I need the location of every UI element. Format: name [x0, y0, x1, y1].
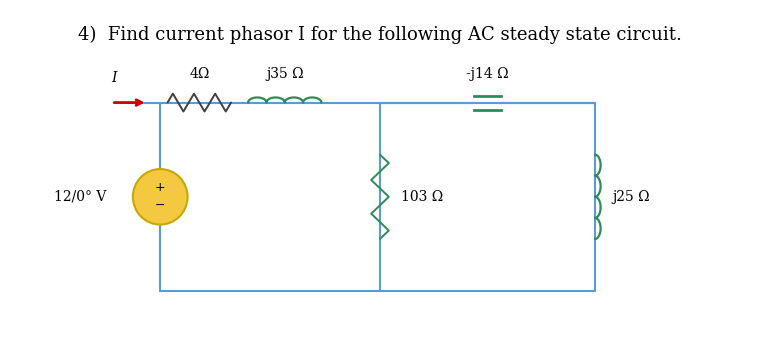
Text: -j14 Ω: -j14 Ω [466, 67, 508, 81]
Text: j35 Ω: j35 Ω [266, 67, 303, 81]
Text: I: I [112, 71, 117, 85]
Text: 12/0° V: 12/0° V [54, 190, 106, 204]
Text: 4)  Find current phasor I for the following AC steady state circuit.: 4) Find current phasor I for the followi… [78, 25, 682, 44]
Text: 4Ω: 4Ω [189, 67, 210, 81]
Circle shape [133, 169, 188, 225]
Text: j25 Ω: j25 Ω [613, 190, 650, 204]
Text: +: + [155, 181, 166, 194]
Text: 103 Ω: 103 Ω [401, 190, 444, 204]
Text: −: − [155, 199, 166, 212]
